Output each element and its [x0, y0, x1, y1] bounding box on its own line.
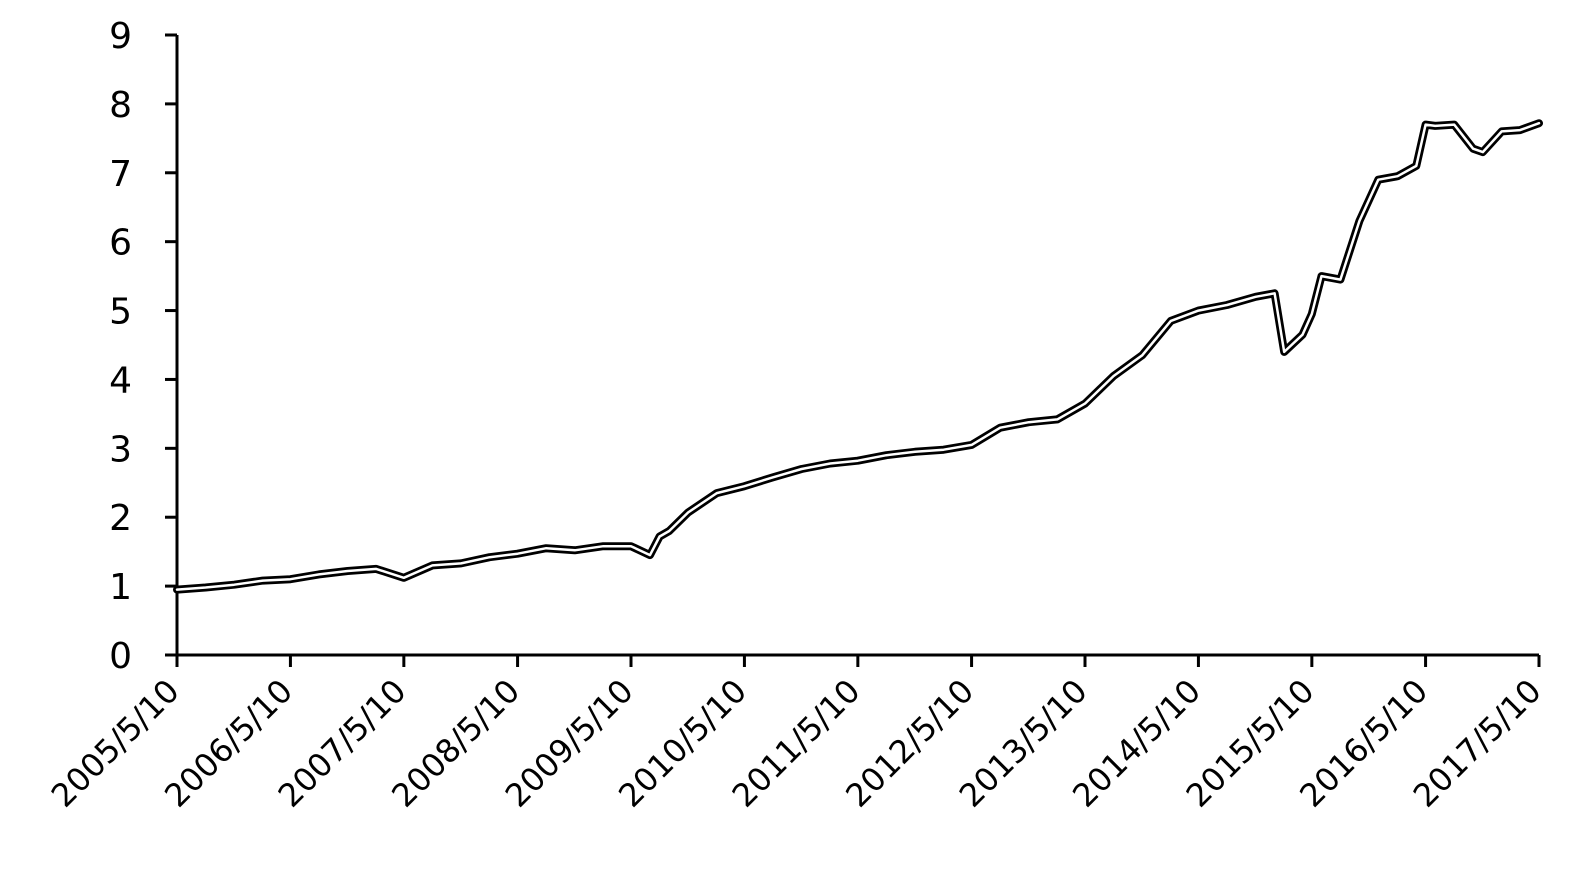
y-tick-label: 8 [109, 85, 132, 126]
y-tick-label: 0 [109, 636, 132, 677]
y-tick-label: 7 [109, 154, 132, 195]
y-axis: 0 1 2 3 4 5 6 7 8 9 [109, 16, 179, 677]
y-tick-label: 6 [109, 223, 132, 264]
y-tick-label: 2 [109, 498, 132, 539]
y-tick-label: 5 [109, 292, 132, 333]
series-group [173, 119, 1543, 594]
y-tick-label: 9 [109, 16, 132, 57]
series-line [173, 119, 1543, 594]
y-tick-label: 4 [109, 360, 132, 401]
x-axis: 2005/5/102006/5/102007/5/102008/5/102009… [44, 653, 1549, 815]
y-tick-label: 3 [109, 429, 132, 470]
series-line-highlight [175, 121, 1541, 591]
y-tick-label: 1 [109, 567, 132, 608]
